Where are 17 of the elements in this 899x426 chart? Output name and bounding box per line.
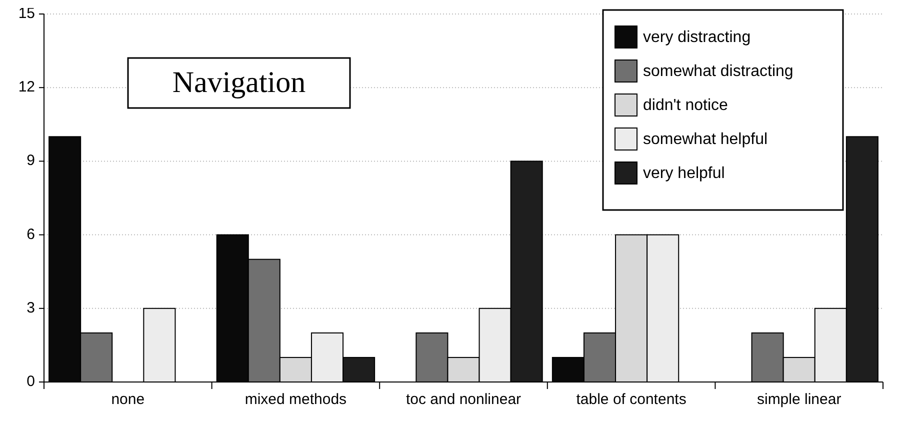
x-tick-label: mixed methods <box>244 391 347 408</box>
y-tick-label: 12 <box>18 78 35 96</box>
x-tick-label: toc and nonlinear <box>406 391 522 408</box>
y-tick-label: 3 <box>26 299 35 316</box>
text: Navigation <box>172 66 306 99</box>
y-tick-label: 0 <box>26 372 35 390</box>
legend-label: very distracting <box>643 29 751 46</box>
y-tick-label: 9 <box>26 152 35 170</box>
legend-label: didn't notice <box>643 97 728 114</box>
legend-label: somewhat distracting <box>643 63 794 80</box>
legend-label: somewhat helpful <box>643 131 768 148</box>
x-tick-label: simple linear <box>757 391 842 408</box>
y-tick-label: 15 <box>18 4 35 22</box>
x-tick-label: table of contents <box>576 391 686 408</box>
x-tick-label: none <box>111 391 145 408</box>
y-tick-label: 6 <box>26 226 35 243</box>
legend-label: very helpful <box>643 165 725 182</box>
